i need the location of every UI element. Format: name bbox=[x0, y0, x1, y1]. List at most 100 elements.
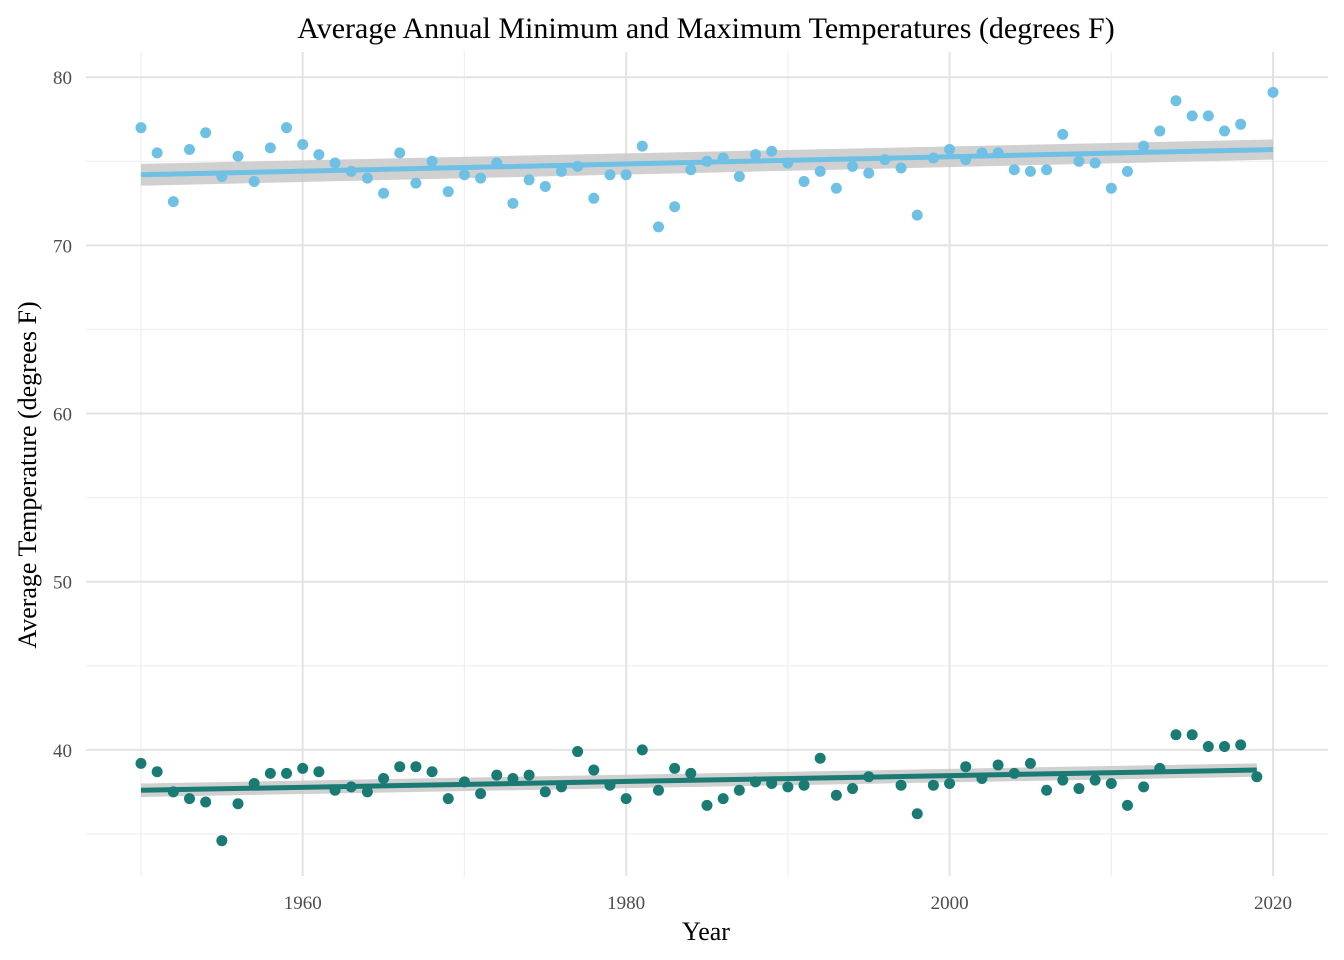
data-point bbox=[669, 762, 681, 774]
data-point bbox=[782, 781, 794, 793]
x-axis-title: Year bbox=[682, 917, 730, 946]
data-point bbox=[1235, 739, 1247, 751]
data-points bbox=[135, 86, 1279, 847]
data-point bbox=[361, 786, 373, 798]
data-point bbox=[636, 744, 648, 756]
data-point bbox=[895, 779, 907, 791]
data-point bbox=[1024, 165, 1036, 177]
data-point bbox=[507, 197, 519, 209]
data-point bbox=[216, 835, 228, 847]
data-point bbox=[588, 764, 600, 776]
data-point bbox=[1089, 157, 1101, 169]
data-point bbox=[620, 793, 632, 805]
data-point bbox=[572, 746, 584, 758]
data-point bbox=[184, 793, 195, 805]
y-tick-label: 40 bbox=[53, 741, 72, 762]
data-point bbox=[944, 144, 956, 156]
data-point bbox=[911, 209, 923, 221]
data-point bbox=[636, 140, 648, 152]
data-point bbox=[232, 150, 244, 162]
data-point bbox=[701, 799, 713, 811]
data-point bbox=[539, 786, 551, 798]
data-point bbox=[232, 798, 244, 810]
data-point bbox=[847, 783, 859, 795]
data-point bbox=[1057, 128, 1069, 140]
data-point bbox=[1024, 757, 1036, 769]
data-point bbox=[458, 169, 470, 181]
data-point bbox=[652, 784, 664, 796]
data-point bbox=[1105, 182, 1117, 194]
data-point bbox=[1202, 110, 1214, 122]
data-point bbox=[1219, 741, 1230, 753]
data-point bbox=[361, 172, 373, 184]
data-point bbox=[523, 769, 535, 781]
data-point bbox=[1008, 164, 1020, 176]
data-point bbox=[1089, 774, 1101, 786]
data-point bbox=[264, 767, 276, 779]
x-tick-label: 2000 bbox=[931, 893, 969, 914]
data-point bbox=[313, 766, 325, 778]
y-axis-title: Average Temperature (degrees F) bbox=[13, 301, 42, 648]
data-point bbox=[685, 767, 697, 779]
data-point bbox=[151, 766, 163, 778]
data-point bbox=[960, 761, 972, 773]
data-point bbox=[426, 155, 438, 167]
data-point bbox=[1186, 110, 1198, 122]
data-point bbox=[475, 788, 487, 800]
data-point bbox=[1219, 125, 1230, 137]
confidence-bands bbox=[140, 139, 1274, 797]
data-point bbox=[685, 164, 697, 176]
data-point bbox=[539, 181, 551, 193]
data-point bbox=[1041, 784, 1053, 796]
data-point bbox=[1251, 771, 1263, 783]
data-point bbox=[895, 162, 907, 174]
data-point bbox=[1073, 783, 1085, 795]
data-point bbox=[1105, 778, 1117, 790]
data-point bbox=[1041, 164, 1053, 176]
data-point bbox=[1186, 729, 1198, 741]
data-point bbox=[830, 789, 842, 801]
data-point bbox=[184, 144, 195, 156]
data-point bbox=[830, 182, 842, 194]
data-point bbox=[378, 772, 390, 784]
data-point bbox=[1170, 729, 1182, 741]
data-point bbox=[523, 174, 535, 186]
data-point bbox=[313, 149, 325, 161]
data-point bbox=[491, 769, 503, 781]
data-point bbox=[329, 157, 341, 169]
y-tick-label: 70 bbox=[53, 236, 72, 257]
x-tick-label: 1980 bbox=[607, 893, 645, 914]
data-point bbox=[248, 175, 260, 187]
data-point bbox=[1154, 125, 1166, 137]
data-point bbox=[814, 165, 826, 177]
data-point bbox=[297, 138, 309, 150]
data-point bbox=[1121, 799, 1133, 811]
trend-line-1 bbox=[140, 147, 1274, 178]
data-point bbox=[766, 145, 778, 157]
data-point bbox=[442, 793, 454, 805]
major-gridlines bbox=[86, 52, 1328, 876]
data-point bbox=[410, 177, 422, 189]
chart-title: Average Annual Minimum and Maximum Tempe… bbox=[297, 12, 1114, 45]
data-point bbox=[1121, 165, 1133, 177]
data-point bbox=[927, 779, 939, 791]
data-point bbox=[135, 122, 147, 134]
data-point bbox=[378, 187, 390, 199]
data-point bbox=[1202, 741, 1214, 753]
trend-line-2 bbox=[140, 767, 1257, 793]
data-point bbox=[1138, 781, 1150, 793]
data-point bbox=[863, 167, 875, 179]
data-point bbox=[1073, 155, 1085, 167]
data-point bbox=[733, 170, 745, 182]
data-point bbox=[200, 796, 212, 808]
data-point bbox=[394, 147, 406, 159]
data-point bbox=[669, 201, 681, 213]
data-point bbox=[588, 192, 600, 204]
data-point bbox=[604, 169, 616, 181]
data-point bbox=[798, 175, 810, 187]
data-point bbox=[1170, 95, 1182, 107]
data-point bbox=[652, 221, 664, 233]
data-point bbox=[992, 759, 1004, 771]
data-point bbox=[297, 762, 309, 774]
